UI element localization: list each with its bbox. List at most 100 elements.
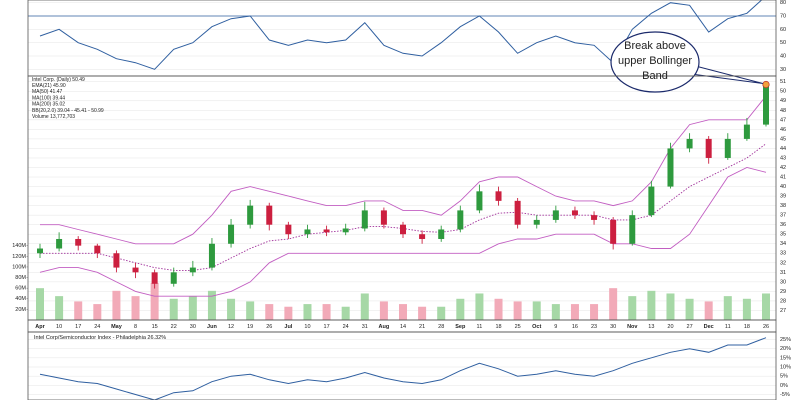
candle-body bbox=[495, 191, 502, 201]
volume-bar bbox=[265, 304, 274, 320]
volume-bar bbox=[93, 304, 102, 320]
candle-body bbox=[94, 245, 101, 254]
y-tick-label: 37 bbox=[780, 213, 786, 219]
y-tick-label: 30 bbox=[780, 67, 786, 73]
x-tick-label: 11 bbox=[477, 324, 483, 330]
legend-entry: MA(50) 41.47 bbox=[32, 89, 63, 95]
candle-body bbox=[75, 238, 82, 246]
y-tick-label: 70 bbox=[780, 13, 786, 19]
legend-entry: Intel Corp. (Daily) 50.49 bbox=[32, 77, 85, 83]
candle-body bbox=[457, 210, 464, 230]
y-tick-label: 44 bbox=[780, 146, 786, 152]
y-tick-label: 25% bbox=[780, 337, 791, 343]
y-tick-label: 80 bbox=[780, 0, 786, 6]
volume-bar bbox=[150, 282, 159, 320]
volume-bar bbox=[532, 301, 541, 320]
legend-entry: MA(200) 35.02 bbox=[32, 102, 65, 108]
volume-bar bbox=[647, 290, 656, 320]
y-tick-label: 49 bbox=[780, 98, 786, 104]
candle-body bbox=[113, 253, 120, 268]
y-tick-label: 31 bbox=[780, 270, 786, 276]
candle-body bbox=[514, 200, 521, 225]
volume-bar bbox=[246, 301, 255, 320]
volume-bar bbox=[169, 298, 178, 320]
volume-tick-label: 40M bbox=[15, 296, 26, 302]
candle-body bbox=[724, 138, 731, 158]
x-tick-label: 14 bbox=[400, 324, 406, 330]
x-tick-label: Jul bbox=[284, 324, 292, 330]
y-tick-label: 45 bbox=[780, 136, 786, 142]
volume-bar bbox=[74, 301, 83, 320]
callout-text: Band bbox=[642, 70, 668, 82]
y-tick-label: 40 bbox=[780, 53, 786, 59]
y-tick-label: 60 bbox=[780, 27, 786, 33]
y-tick-label: 41 bbox=[780, 174, 786, 180]
x-tick-label: 18 bbox=[744, 324, 750, 330]
volume-bar bbox=[437, 306, 446, 320]
volume-bar bbox=[666, 293, 675, 320]
x-tick-label: 24 bbox=[343, 324, 349, 330]
x-tick-label: 26 bbox=[763, 324, 769, 330]
y-tick-label: 46 bbox=[780, 127, 786, 133]
candle-body bbox=[419, 234, 426, 239]
x-tick-label: 21 bbox=[419, 324, 425, 330]
candle-body bbox=[552, 210, 559, 220]
candle-body bbox=[610, 219, 617, 244]
candle-body bbox=[476, 191, 483, 211]
x-tick-label: 13 bbox=[648, 324, 654, 330]
y-tick-label: 32 bbox=[780, 260, 786, 266]
x-tick-label: 25 bbox=[515, 324, 521, 330]
candle-body bbox=[304, 229, 311, 235]
volume-bar bbox=[227, 298, 236, 320]
x-tick-label: 22 bbox=[171, 324, 177, 330]
legend-entry: MA(100) 39.44 bbox=[32, 95, 65, 101]
x-tick-label: 19 bbox=[247, 324, 253, 330]
x-tick-label: Sep bbox=[455, 324, 466, 330]
volume-tick-label: 80M bbox=[15, 275, 26, 281]
volume-bar bbox=[590, 304, 599, 320]
bollinger-lower bbox=[39, 167, 767, 297]
y-tick-label: 35 bbox=[780, 232, 786, 238]
y-tick-label: 36 bbox=[780, 222, 786, 228]
y-tick-label: 30 bbox=[780, 279, 786, 285]
series-line bbox=[39, 337, 767, 401]
candle-body bbox=[686, 138, 693, 149]
y-tick-label: 50 bbox=[780, 40, 786, 46]
volume-bar bbox=[36, 288, 44, 320]
callout-bubble bbox=[610, 31, 700, 93]
candle-body bbox=[228, 224, 235, 244]
x-tick-label: 9 bbox=[554, 324, 557, 330]
candle-body bbox=[648, 186, 655, 216]
candle-body bbox=[667, 148, 674, 187]
candle-body bbox=[170, 272, 177, 284]
candle-body bbox=[247, 205, 254, 225]
y-tick-label: 39 bbox=[780, 194, 786, 200]
candle-body bbox=[189, 267, 196, 273]
volume-bar bbox=[723, 296, 732, 320]
x-tick-label: Dec bbox=[704, 324, 714, 330]
volume-tick-label: 60M bbox=[15, 286, 26, 292]
y-tick-label: 20% bbox=[780, 346, 791, 352]
y-tick-label: 42 bbox=[780, 165, 786, 171]
x-tick-label: 8 bbox=[134, 324, 137, 330]
y-tick-label: 47 bbox=[780, 117, 786, 123]
candle-body bbox=[629, 215, 636, 244]
volume-bar bbox=[762, 293, 770, 320]
candle-body bbox=[285, 224, 292, 235]
volume-bar bbox=[131, 296, 140, 320]
volume-bar bbox=[341, 306, 350, 320]
volume-tick-label: 140M bbox=[12, 243, 26, 249]
x-tick-label: 10 bbox=[304, 324, 310, 330]
volume-tick-label: 120M bbox=[12, 254, 26, 260]
y-tick-label: 34 bbox=[780, 241, 786, 247]
volume-bar bbox=[284, 306, 293, 320]
candle-body bbox=[533, 219, 540, 225]
legend-entry: EMA(21) 45.90 bbox=[32, 83, 66, 89]
x-tick-label: 12 bbox=[228, 324, 234, 330]
candle-body bbox=[342, 228, 349, 233]
candle-body bbox=[208, 243, 215, 268]
x-tick-label: Apr bbox=[35, 324, 45, 330]
volume-bar bbox=[456, 298, 465, 320]
